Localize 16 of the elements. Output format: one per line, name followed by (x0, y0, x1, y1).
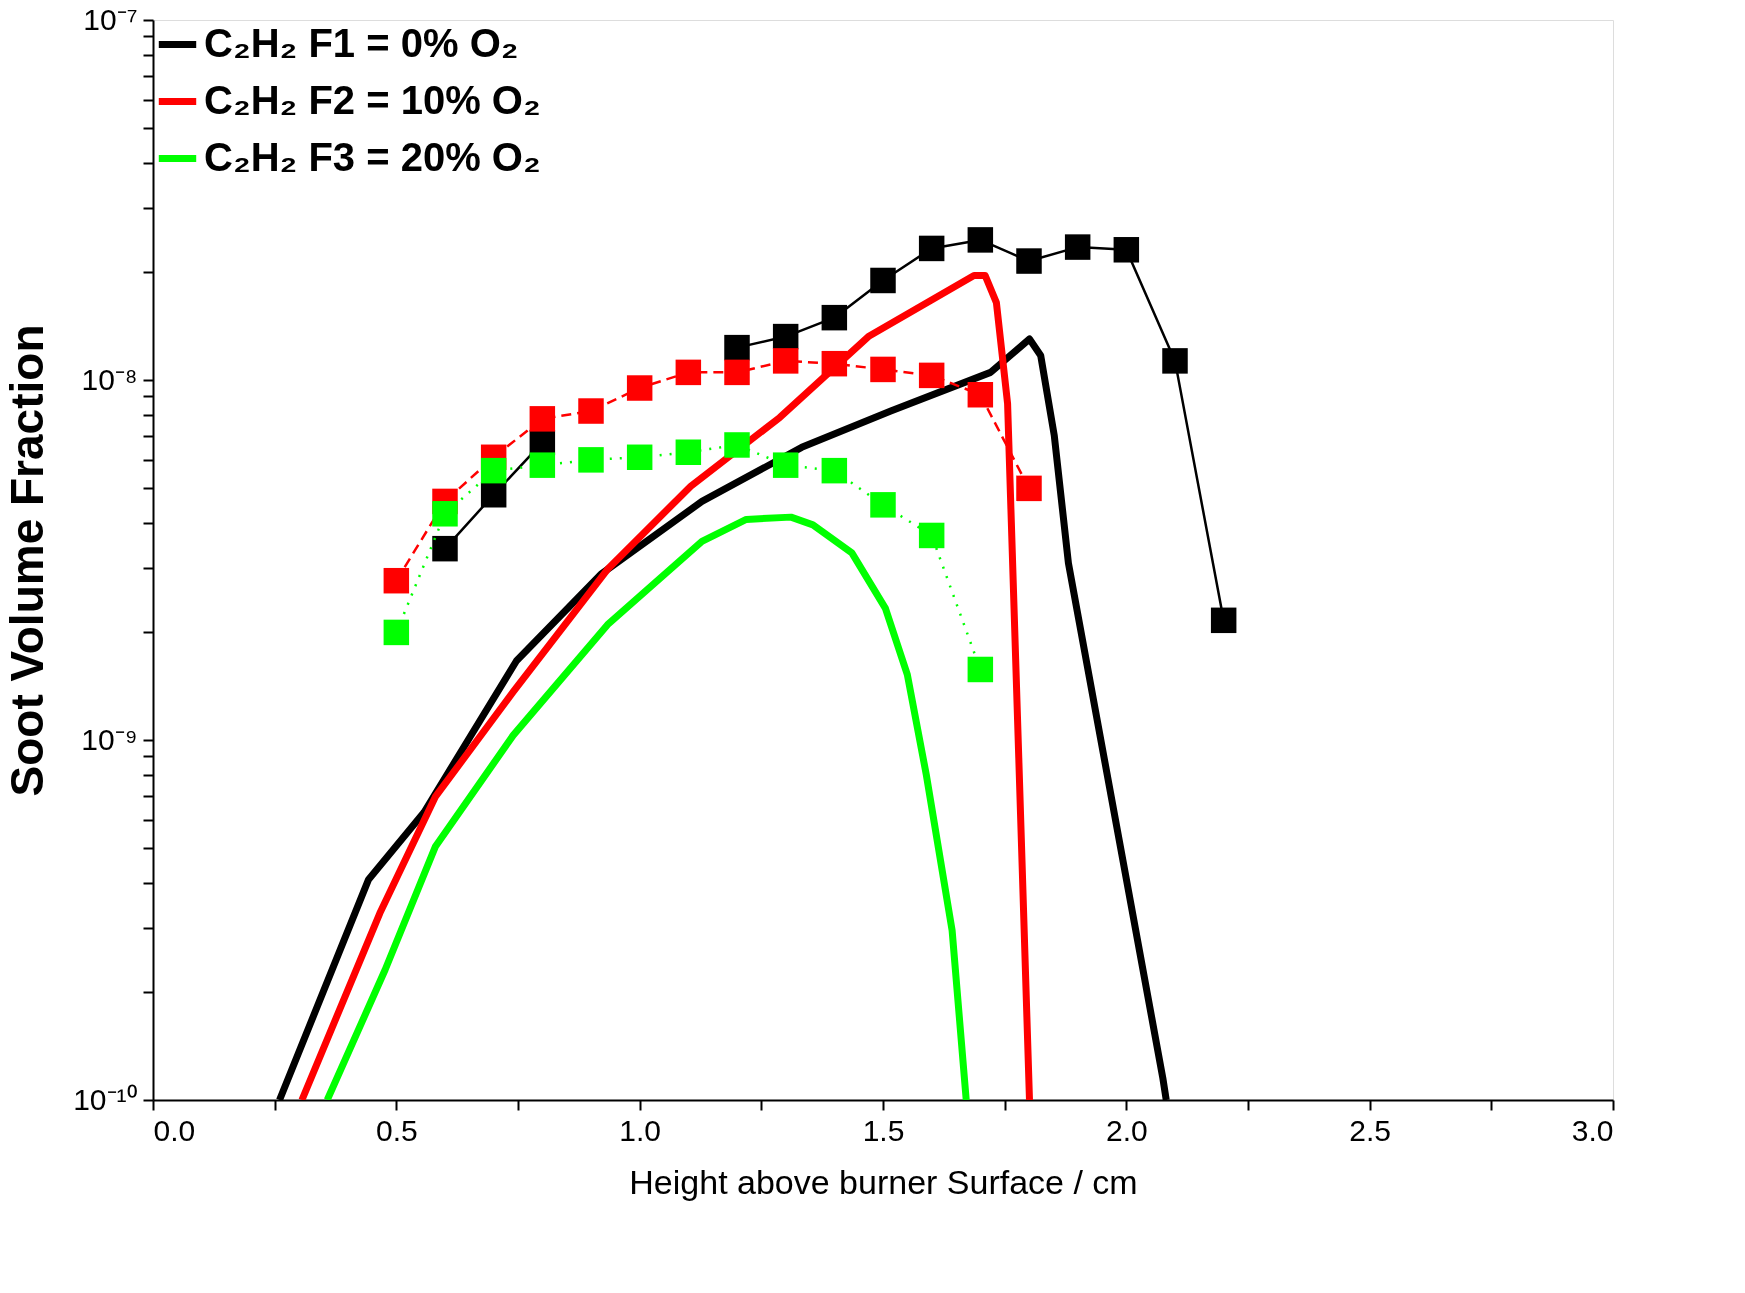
y-tick-label: 10⁻⁸ (81, 362, 138, 396)
y-tick-label: 10⁻⁹ (81, 722, 138, 756)
x-tick-label: 0.0 (153, 1113, 196, 1147)
x-axis-title: Height above burner Surface / cm (629, 1162, 1138, 1201)
x-tick-label: 1.0 (619, 1113, 662, 1147)
y-axis-title: Soot Volume Fraction (1, 324, 54, 797)
y-tick-label: 10⁻⁷ (83, 2, 138, 36)
x-tick-label: 1.5 (862, 1113, 905, 1147)
legend-label: C₂H₂ F3 = 20% O₂ (204, 134, 541, 179)
x-tick-label: 0.5 (375, 1113, 418, 1147)
x-tick-label: 2.0 (1105, 1113, 1148, 1147)
legend-label: C₂H₂ F2 = 10% O₂ (204, 77, 541, 122)
legend-label: C₂H₂ F1 = 0% O₂ (204, 20, 519, 65)
x-tick-label: 3.0 (1571, 1113, 1614, 1147)
x-tick-label: 2.5 (1349, 1113, 1392, 1147)
y-tick-label: 10⁻¹⁰ (73, 1082, 138, 1116)
